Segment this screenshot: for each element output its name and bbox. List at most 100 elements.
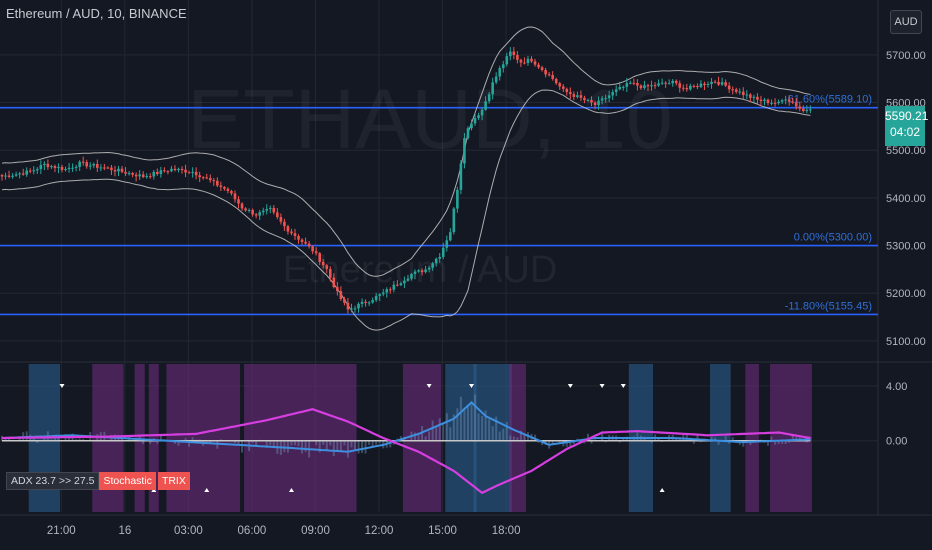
- candle-body: [491, 82, 494, 95]
- histogram-bar: [4, 437, 7, 441]
- histogram-bar: [618, 440, 621, 443]
- histogram-bar: [452, 414, 455, 441]
- candle-body: [283, 221, 286, 227]
- histogram-bar: [519, 430, 522, 441]
- legend-stochastic[interactable]: Stochastic: [99, 472, 156, 490]
- candle-body: [650, 85, 653, 87]
- candle-body: [4, 175, 7, 177]
- candle-body: [321, 261, 325, 266]
- histogram-bar: [378, 440, 381, 444]
- histogram-bar: [699, 440, 702, 443]
- histogram-bar: [456, 408, 459, 441]
- histogram-bar: [8, 437, 11, 441]
- legend-trix[interactable]: TRIX: [157, 472, 190, 490]
- histogram-bar: [481, 416, 484, 441]
- candle-body: [286, 226, 290, 232]
- candle-body: [106, 167, 110, 169]
- histogram-bar: [251, 440, 254, 443]
- candle-body: [805, 109, 809, 112]
- histogram-bar: [583, 440, 586, 444]
- candle-body: [724, 82, 727, 86]
- candle-body: [593, 102, 597, 106]
- candle-body: [784, 99, 787, 101]
- candle-body: [554, 78, 558, 84]
- candle-body: [230, 190, 233, 194]
- candle-body: [180, 168, 184, 170]
- histogram-bar: [290, 440, 293, 446]
- legend-adx[interactable]: ADX 23.7 >> 27.5: [6, 472, 100, 490]
- currency-button[interactable]: AUD: [890, 10, 922, 34]
- price-tick-label: 5500.00: [886, 145, 926, 157]
- histogram-bar: [149, 440, 152, 444]
- candle-body: [505, 56, 509, 65]
- histogram-bar: [368, 440, 371, 446]
- histogram-bar: [604, 440, 607, 443]
- candle-body: [441, 247, 445, 257]
- sell-marker: [426, 384, 432, 388]
- candle-body: [681, 87, 685, 89]
- histogram-bar: [477, 413, 480, 441]
- candle-body: [233, 193, 237, 200]
- histogram-bar: [714, 437, 717, 441]
- candle-body: [18, 173, 21, 175]
- histogram-bar: [336, 440, 339, 452]
- candle-body: [470, 123, 473, 129]
- candle-body: [64, 169, 67, 171]
- candle-body: [184, 169, 187, 173]
- candle-body: [173, 168, 177, 171]
- histogram-bar: [788, 440, 791, 443]
- price-tick-label: 5400.00: [886, 193, 926, 205]
- histogram-bar: [565, 440, 568, 447]
- candle-body: [685, 88, 689, 90]
- candle-body: [551, 75, 554, 79]
- candle-body: [378, 294, 382, 296]
- candle-body: [434, 258, 438, 264]
- candle-body: [293, 233, 297, 237]
- candle-body: [131, 173, 134, 175]
- histogram-bar: [692, 440, 695, 444]
- candle-body: [194, 171, 198, 176]
- candle-body: [424, 269, 427, 273]
- candle-body: [583, 97, 586, 101]
- symbol-title[interactable]: Ethereum / AUD, 10, BINANCE: [6, 6, 187, 21]
- histogram-bar: [466, 404, 469, 441]
- candle-body: [586, 99, 590, 101]
- histogram-bar: [428, 431, 431, 441]
- candle-body: [802, 108, 805, 112]
- candle-body: [516, 55, 519, 60]
- price-tick-label: 5700.00: [886, 50, 926, 62]
- histogram-bar: [424, 436, 427, 441]
- histogram-bar: [474, 394, 477, 441]
- candle-body: [166, 171, 170, 173]
- candle-body: [639, 85, 643, 89]
- candle-body: [371, 300, 374, 303]
- histogram-bar: [512, 436, 515, 441]
- candle-body: [660, 82, 664, 84]
- histogram-bar: [43, 438, 46, 441]
- candle-body: [208, 178, 212, 181]
- candle-body: [71, 167, 74, 169]
- candle-body: [692, 85, 696, 87]
- candle-body: [67, 167, 71, 170]
- candle-body: [43, 163, 46, 166]
- candle-body: [572, 94, 576, 97]
- histogram-bar: [332, 440, 335, 457]
- candle-body: [607, 95, 611, 99]
- trix-line: [2, 408, 811, 495]
- candle-body: [787, 99, 791, 102]
- candle-body: [569, 92, 572, 95]
- candle-body: [120, 168, 124, 172]
- candle-body: [791, 101, 795, 103]
- histogram-bar: [438, 418, 441, 441]
- candle-body: [141, 174, 145, 178]
- histogram-bar: [558, 440, 561, 444]
- candle-body: [766, 99, 770, 103]
- sell-marker: [620, 384, 626, 388]
- histogram-bar: [361, 440, 364, 453]
- price-tick-label: 5200.00: [886, 288, 926, 300]
- histogram-bar: [414, 432, 417, 441]
- candle-body: [314, 251, 318, 254]
- candle-body: [396, 284, 399, 286]
- candle-body: [699, 83, 703, 88]
